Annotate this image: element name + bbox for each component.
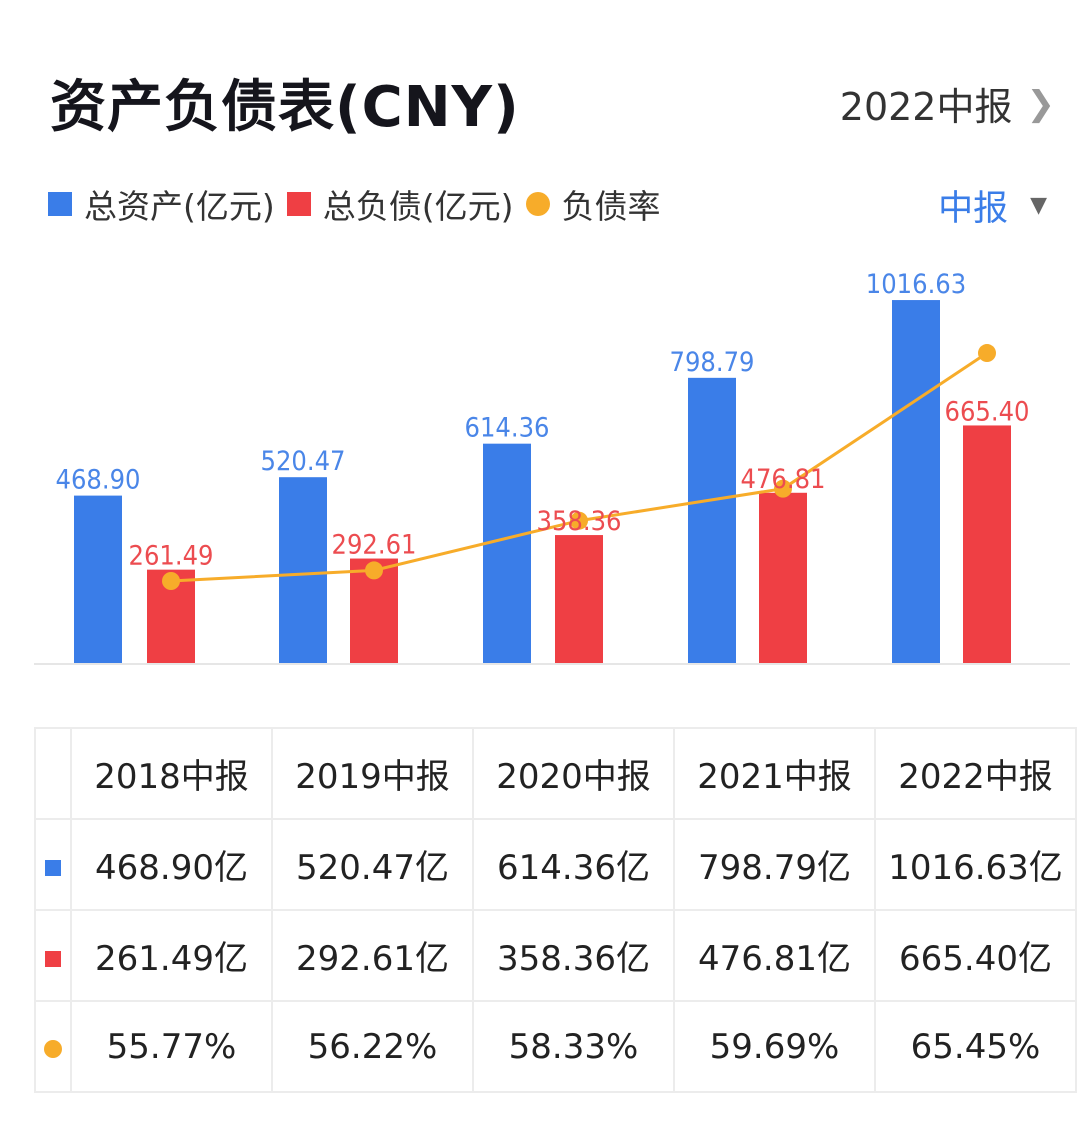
legend-label: 负债率 — [561, 187, 661, 226]
report-period-label: 2022中报 — [839, 85, 1013, 129]
bar-total-assets — [688, 377, 736, 663]
table-header-cell: 2020中报 — [472, 727, 675, 820]
bar-total-assets — [483, 443, 531, 663]
report-period-link[interactable]: 2022中报 ❯ — [840, 76, 1055, 131]
table-header-cell: 2018中报 — [70, 727, 273, 820]
table-cell: 798.79亿 — [673, 818, 876, 911]
legend-square-icon — [48, 192, 72, 216]
bar-value-label: 798.79 — [670, 347, 755, 378]
table-header-row: 2018中报 2019中报 2020中报 2021中报 2022中报 — [34, 727, 1077, 820]
row-marker-cell — [34, 818, 72, 911]
table-cell: 1016.63亿 — [874, 818, 1077, 911]
bar-value-label: 358.36 — [537, 506, 622, 537]
table-corner-cell — [34, 727, 72, 820]
table-row: 468.90亿 520.47亿 614.36亿 798.79亿 1016.63亿 — [34, 818, 1077, 911]
chevron-right-icon: ❯ — [1026, 83, 1056, 124]
debt-ratio-point — [365, 561, 383, 580]
table-cell: 520.47亿 — [271, 818, 474, 911]
bar-total-liabilities — [555, 535, 603, 663]
circle-marker-icon — [44, 1039, 62, 1058]
bar-total-assets — [892, 300, 940, 663]
bar-total-liabilities — [759, 492, 807, 663]
table-cell: 65.45% — [874, 1000, 1077, 1093]
legend-item-total-liabilities[interactable]: 总负债(亿元) — [286, 180, 514, 228]
bar-value-label: 468.90 — [56, 465, 141, 496]
debt-ratio-point — [162, 572, 180, 590]
debt-ratio-point — [978, 344, 996, 363]
bar-total-liabilities — [963, 425, 1011, 663]
bar-total-assets — [74, 495, 122, 663]
bar-value-label: 1016.63 — [866, 269, 966, 300]
table-cell: 665.40亿 — [874, 909, 1077, 1002]
bar-value-label: 261.49 — [129, 541, 214, 572]
table-cell: 468.90亿 — [70, 818, 273, 911]
legend-item-debt-ratio[interactable]: 负债率 — [525, 180, 661, 228]
square-marker-icon — [45, 950, 61, 967]
row-marker-cell — [34, 909, 72, 1002]
period-select-value: 中报 — [938, 189, 1009, 229]
bar-value-label: 476.81 — [741, 464, 826, 495]
row-marker-cell — [34, 1000, 72, 1093]
period-select-dropdown[interactable]: 中报 ▼ — [938, 180, 1047, 231]
table-cell: 55.77% — [70, 1000, 273, 1093]
bar-total-assets — [279, 477, 327, 663]
legend-label: 总负债(亿元) — [322, 187, 514, 226]
balance-sheet-chart: 468.90 520.47 614.36 798.79 1016.63 261.49 292… — [34, 269, 1070, 665]
table-header-cell: 2019中报 — [271, 727, 474, 820]
chart-legend: 总资产(亿元) 总负债(亿元) 负债率 — [48, 180, 673, 228]
bar-value-label: 292.61 — [332, 530, 417, 561]
bar-value-label: 665.40 — [945, 396, 1030, 427]
table-cell: 358.36亿 — [472, 909, 675, 1002]
bar-value-label: 614.36 — [465, 413, 550, 444]
table-cell: 614.36亿 — [472, 818, 675, 911]
bar-value-label: 520.47 — [261, 446, 346, 477]
table-row: 261.49亿 292.61亿 358.36亿 476.81亿 665.40亿 — [34, 909, 1077, 1002]
square-marker-icon — [45, 859, 61, 876]
table-header-cell: 2021中报 — [673, 727, 876, 820]
table-header-cell: 2022中报 — [874, 727, 1077, 820]
legend-circle-icon — [525, 192, 550, 216]
table-cell: 261.49亿 — [70, 909, 273, 1002]
caret-down-icon: ▼ — [1030, 193, 1047, 218]
table-cell: 56.22% — [271, 1000, 474, 1093]
legend-label: 总资产(亿元) — [84, 187, 275, 226]
debt-ratio-point — [774, 479, 792, 498]
page-title: 资产负债表(CNY) — [50, 75, 520, 140]
legend-item-total-assets[interactable]: 总资产(亿元) — [48, 180, 275, 228]
legend-square-icon — [286, 192, 311, 216]
table-cell: 476.81亿 — [673, 909, 876, 1002]
debt-ratio-point — [570, 511, 588, 530]
table-row: 55.77% 56.22% 58.33% 59.69% 65.45% — [34, 1000, 1077, 1093]
table-cell: 59.69% — [673, 1000, 876, 1093]
table-cell: 292.61亿 — [271, 909, 474, 1002]
table-cell: 58.33% — [472, 1000, 675, 1093]
data-table: 2018中报 2019中报 2020中报 2021中报 2022中报 468.90亿 520… — [34, 727, 1077, 1093]
